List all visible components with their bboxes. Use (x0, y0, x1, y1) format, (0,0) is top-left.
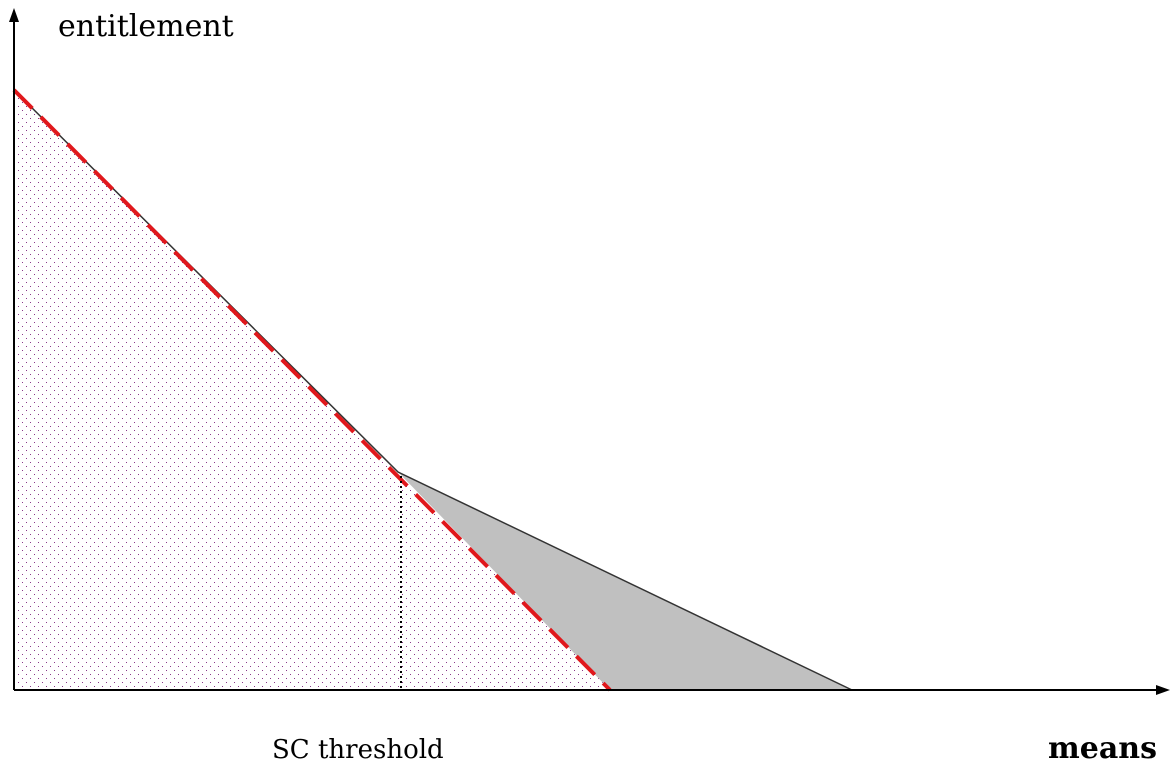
y-axis-label: entitlement (58, 9, 234, 44)
threshold-label: SC threshold (272, 735, 444, 765)
dashed-line (12, 88, 612, 692)
x-arrow (1156, 685, 1170, 695)
x-axis-label: means (1048, 731, 1157, 766)
y-arrow (9, 8, 19, 22)
entitlement-line (13, 89, 853, 691)
